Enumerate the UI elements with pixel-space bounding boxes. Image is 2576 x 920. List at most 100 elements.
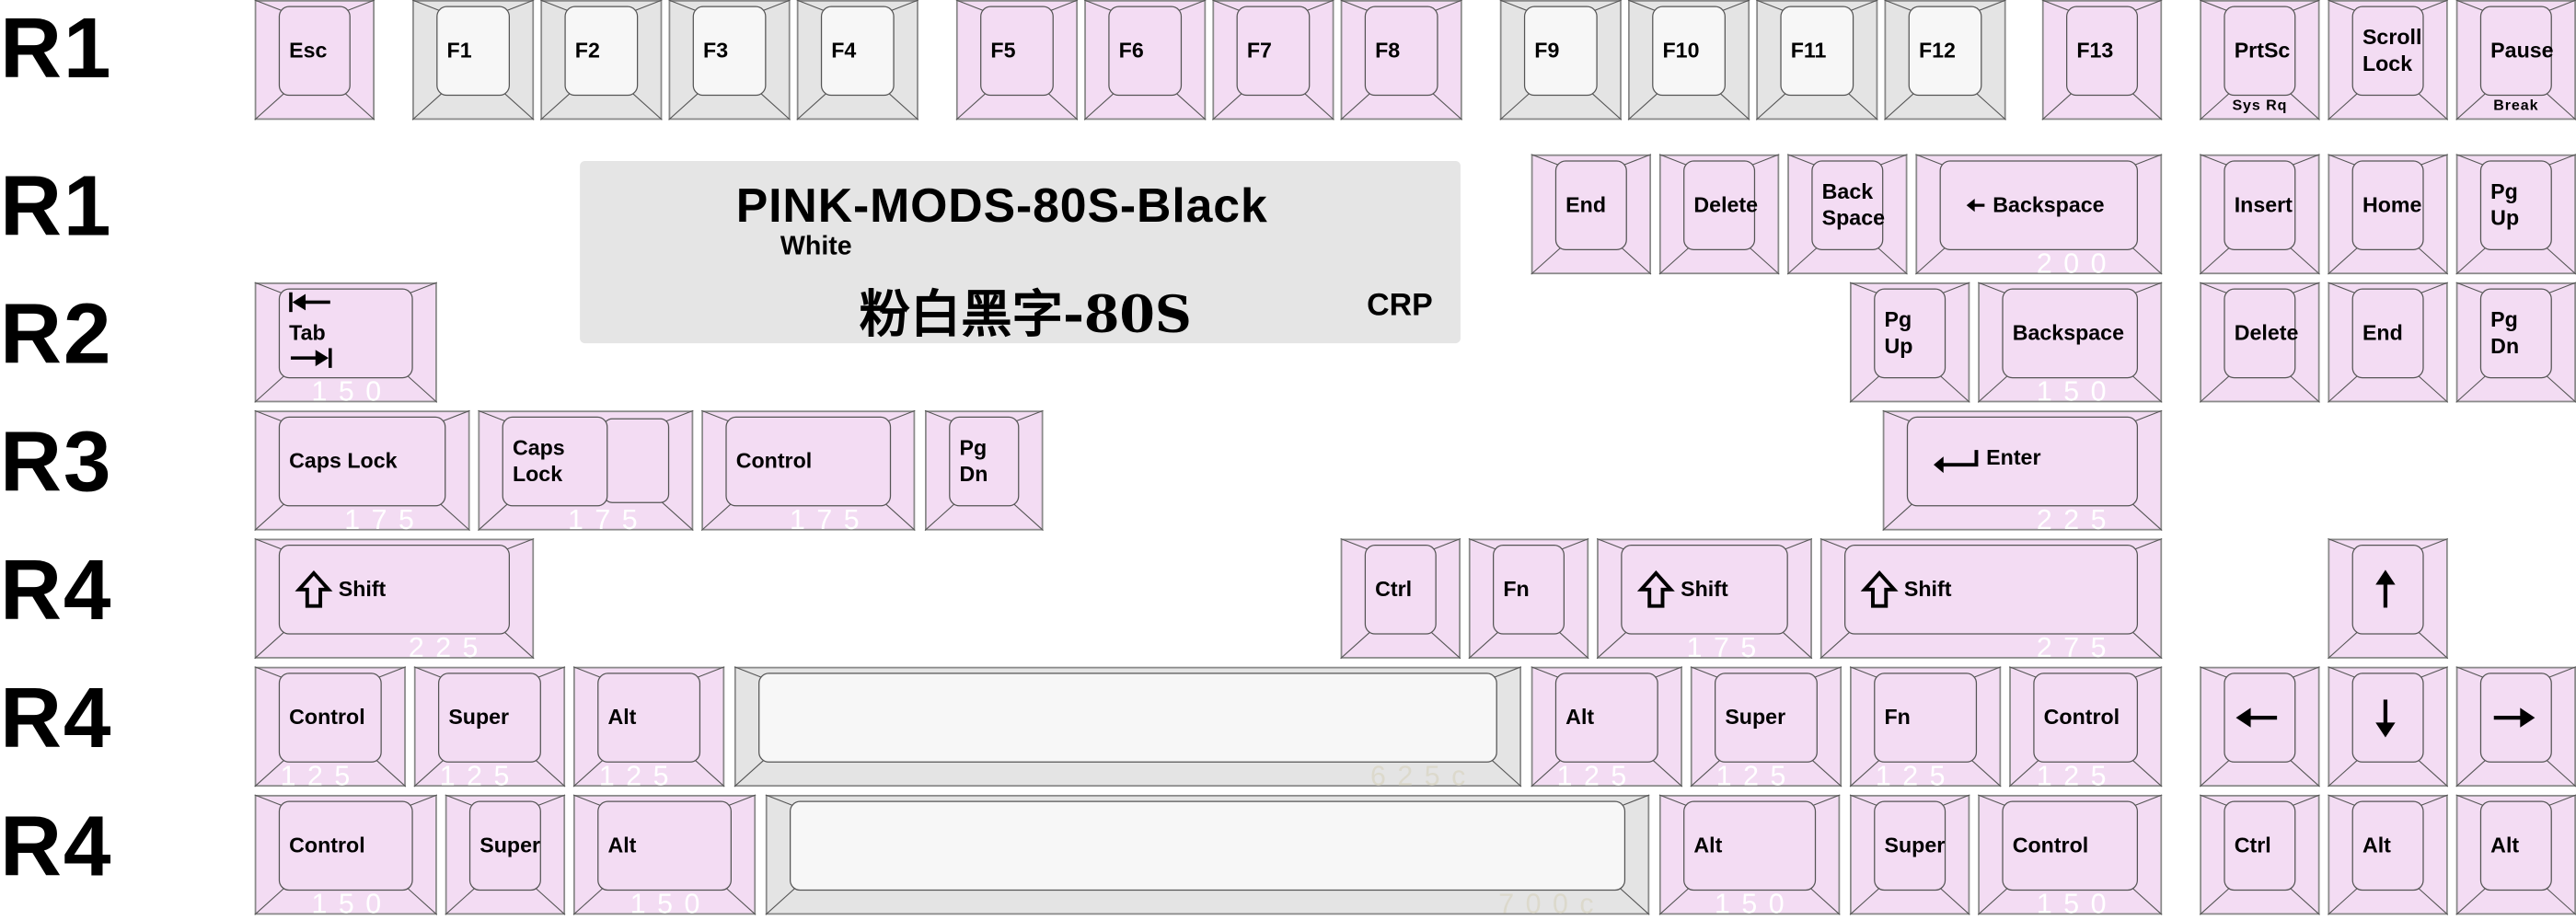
key-size-label: 125 — [1556, 760, 1638, 792]
keycap-backspace[interactable]: Backspace 150 — [1977, 282, 2163, 406]
keycap-f4[interactable]: F4 — [796, 0, 919, 121]
keycap-super[interactable]: Super — [1849, 794, 1970, 915]
keycap-fn[interactable]: Fn — [1468, 538, 1589, 660]
keycap-insert[interactable]: Insert — [2199, 154, 2320, 275]
keycap-f11[interactable]: F11 — [1755, 0, 1878, 121]
keycap-control[interactable]: Control 175 — [700, 409, 916, 534]
keycap-enter[interactable]: Enter 225 — [1882, 409, 2163, 534]
arrow-down-icon — [2374, 698, 2397, 738]
keycap-ctrl[interactable]: Ctrl — [2199, 794, 2320, 915]
keycap-scroll-lock[interactable]: Scroll Lock — [2328, 0, 2449, 121]
kit-code: CRP — [1367, 289, 1433, 324]
arrow-left-small-icon — [1966, 197, 1986, 213]
keycap-shape — [1468, 538, 1589, 660]
keycap-spacebar[interactable]: 700c — [765, 794, 1650, 918]
keycap-arrow-left[interactable] — [2199, 666, 2320, 788]
keycap-pg-up[interactable]: Pg Up — [1849, 282, 1970, 403]
keycap-prtsc[interactable]: PrtSc Sys Rq — [2199, 0, 2320, 121]
row-label: R1 — [0, 159, 113, 255]
key-legend: Alt — [607, 673, 696, 762]
keycap-arrow-down[interactable] — [2328, 666, 2449, 788]
keycap-pg-dn[interactable]: Pg Dn — [2455, 282, 2576, 403]
key-legend: Control — [289, 673, 377, 762]
keycap-control[interactable]: Control 150 — [254, 794, 438, 918]
keycap-alt[interactable]: Alt — [2455, 794, 2576, 915]
key-legend: Shift — [289, 546, 506, 634]
keycap-home[interactable]: Home — [2328, 154, 2449, 275]
keycap-alt[interactable]: Alt 150 — [572, 794, 757, 918]
keycap-delete[interactable]: Delete — [2199, 282, 2320, 403]
keycap-delete[interactable]: Delete — [1658, 154, 1780, 275]
keycap-f1[interactable]: F1 — [411, 0, 535, 121]
keycap-alt[interactable]: Alt 150 — [1658, 794, 1841, 918]
key-label: F7 — [1246, 38, 1272, 63]
key-label: F5 — [990, 38, 1016, 63]
key-size-label: 150 — [2036, 375, 2118, 408]
key-legend: Insert — [2235, 161, 2293, 249]
keycap-shift[interactable]: Shift 225 — [254, 538, 535, 661]
keycap-caps-lock[interactable]: Caps Lock 175 — [478, 409, 694, 534]
keycap-f7[interactable]: F7 — [1212, 0, 1334, 121]
keycap-f2[interactable]: F2 — [539, 0, 663, 121]
keycap-ctrl[interactable]: Ctrl — [1340, 538, 1461, 660]
arrow-left-icon — [2235, 707, 2278, 730]
key-legend: Ctrl — [2235, 801, 2292, 890]
keycap-esc[interactable]: Esc — [254, 0, 375, 121]
keycap-alt[interactable]: Alt 125 — [1531, 666, 1683, 792]
key-label: Control — [289, 704, 365, 730]
kit-chinese-name: 粉白黑字-80S — [859, 285, 1192, 345]
key-legend — [2480, 673, 2551, 762]
keycap-alt[interactable]: Alt 125 — [572, 666, 725, 790]
key-legend: Alt — [2362, 801, 2420, 890]
key-legend: End — [2362, 289, 2420, 377]
keycap-control[interactable]: Control 150 — [1977, 794, 2163, 918]
keycap-end[interactable]: End — [1531, 154, 1652, 275]
keycap-shape — [2199, 0, 2320, 121]
keycap-f8[interactable]: F8 — [1340, 0, 1463, 121]
keycap-f3[interactable]: F3 — [668, 0, 791, 121]
keycap-f13[interactable]: F13 — [2041, 0, 2163, 121]
keycap-control[interactable]: Control 125 — [254, 666, 407, 790]
keycap-pg-dn[interactable]: Pg Dn — [924, 409, 1044, 531]
keycap-f12[interactable]: F12 — [1884, 0, 2006, 121]
key-label: Alt — [2362, 833, 2391, 857]
keycap-shape — [1977, 282, 2163, 403]
key-legend: Pg Up — [2490, 161, 2547, 249]
keycap-f9[interactable]: F9 — [1499, 0, 1623, 121]
keycap-super[interactable]: Super 125 — [1690, 666, 1842, 790]
keycap-f6[interactable]: F6 — [1083, 0, 1207, 121]
keycap-shape — [765, 794, 1650, 915]
keycap-shift[interactable]: Shift 275 — [1819, 538, 2163, 661]
keycap-spacebar[interactable]: 625c — [734, 666, 1522, 790]
keycap-arrow-up[interactable] — [2328, 538, 2449, 660]
key-legend: F2 — [575, 6, 634, 95]
keycap-f10[interactable]: F10 — [1627, 0, 1750, 121]
keycap-pg-up[interactable]: Pg Up — [2455, 154, 2576, 275]
keycap-tab[interactable]: Tab 150 — [254, 282, 438, 406]
keycap-back-space[interactable]: Back Space — [1786, 154, 1908, 275]
key-legend: Caps Lock — [513, 417, 604, 505]
key-legend: Super — [448, 673, 537, 762]
key-legend: F4 — [831, 6, 890, 95]
keycap-shape — [700, 409, 916, 531]
keycap-caps-lock[interactable]: Caps Lock 175 — [254, 409, 470, 534]
key-legend — [2352, 673, 2423, 762]
key-size-label: 150 — [630, 888, 711, 920]
keycap-shift[interactable]: Shift 175 — [1596, 538, 1813, 661]
keycap-end[interactable]: End — [2328, 282, 2449, 403]
keycap-alt[interactable]: Alt — [2328, 794, 2449, 915]
key-legend: Caps Lock — [289, 417, 442, 505]
keycap-backspace[interactable]: Backspace 200 — [1915, 154, 2163, 278]
keycap-fn[interactable]: Fn 125 — [1849, 666, 2002, 790]
keycap-arrow-right[interactable] — [2455, 666, 2576, 788]
keycap-shape — [2328, 538, 2449, 660]
keycap-shape — [254, 538, 535, 660]
keycap-control[interactable]: Control 125 — [2008, 666, 2163, 790]
keycap-super[interactable]: Super — [445, 794, 566, 915]
keycap-super[interactable]: Super 125 — [413, 666, 566, 790]
keycap-pause[interactable]: Pause Break — [2455, 0, 2576, 121]
key-legend: Back Space — [1822, 161, 1885, 249]
keycap-f5[interactable]: F5 — [955, 0, 1079, 121]
key-sub-legend: Sys Rq — [2232, 97, 2288, 114]
key-label: F9 — [1534, 38, 1560, 63]
